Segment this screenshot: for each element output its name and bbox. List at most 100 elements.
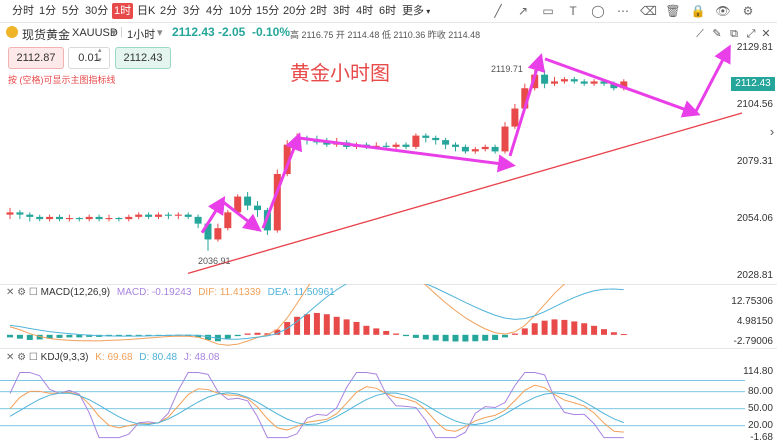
kdj-chart[interactable] xyxy=(0,348,777,444)
rectangle-icon[interactable]: ▭ xyxy=(542,4,554,18)
ray-icon[interactable]: ↗ xyxy=(517,4,529,18)
timeframe-7[interactable]: 3分 xyxy=(183,5,201,17)
toggle-icon[interactable]: ☐ xyxy=(28,287,38,298)
current-price-tag: 2112.43 xyxy=(731,77,775,91)
high-annotation: 2119.71 xyxy=(491,64,523,74)
analysis-arrow[interactable] xyxy=(693,44,731,114)
macd-bar xyxy=(86,334,93,337)
lot-input[interactable]: 0.01 xyxy=(68,47,110,69)
settings-icon[interactable]: ⚙ xyxy=(17,352,27,363)
close-macd-icon[interactable]: ✕ xyxy=(6,287,15,298)
timeframe-15[interactable]: 6时 xyxy=(379,5,397,17)
macd-chart[interactable] xyxy=(0,284,777,348)
sell-button[interactable]: 2112.87 xyxy=(8,47,64,69)
candle xyxy=(204,221,212,251)
kdj-tick: 80.00 xyxy=(747,385,773,397)
candle xyxy=(125,214,133,222)
lock-icon[interactable]: 🔒 xyxy=(690,4,706,18)
delete-icon[interactable]: 🗑 xyxy=(665,4,681,18)
trend-line-icon[interactable]: ╱ xyxy=(494,4,502,18)
price-tick: 2079.31 xyxy=(736,156,773,167)
macd-bar xyxy=(56,334,63,338)
analysis-arrow[interactable] xyxy=(297,136,516,173)
macd-bar xyxy=(601,329,607,335)
price-chart[interactable] xyxy=(0,40,777,284)
text-icon[interactable]: T xyxy=(569,4,577,18)
candle xyxy=(214,223,222,242)
chevron-down-icon[interactable]: ▾ xyxy=(111,27,117,39)
macd-bar xyxy=(383,330,390,335)
candle xyxy=(184,212,192,220)
eye-icon[interactable]: 👁 xyxy=(715,4,731,18)
macd-legend: ✕ ⚙ ☐ MACD(12,26,9) MACD: -0.19243 DIF: … xyxy=(6,287,335,298)
more-tools-icon[interactable]: ⋯ xyxy=(617,4,629,18)
candle xyxy=(145,212,153,220)
analysis-arrow[interactable] xyxy=(261,132,303,229)
toggle-icon[interactable]: ⧉ xyxy=(730,28,738,40)
timeframe-4[interactable]: 1时 xyxy=(112,3,134,19)
candle xyxy=(244,192,252,211)
chevron-right-icon[interactable]: › xyxy=(769,124,775,139)
draw-line-icon[interactable]: ⟋ xyxy=(696,28,704,40)
kdj-j-line xyxy=(9,371,624,439)
timeframe-8[interactable]: 4分 xyxy=(206,5,224,17)
interval-chevron-down-icon[interactable]: ▾ xyxy=(157,27,163,39)
candle xyxy=(590,79,598,86)
chart-title: 黄金小时图 xyxy=(290,61,390,85)
indicator-hint: 按 (空格)可显示主图指标线 xyxy=(8,75,116,85)
macd-bar xyxy=(432,334,439,341)
timeframe-11[interactable]: 20分 xyxy=(283,5,307,17)
toggle-icon[interactable]: ☐ xyxy=(28,352,38,363)
macd-bar xyxy=(610,332,617,335)
timeframe-13[interactable]: 3时 xyxy=(333,5,351,17)
low-value: 2110.36 xyxy=(393,30,426,40)
timeframe-0[interactable]: 分时 xyxy=(12,5,34,17)
settings-icon[interactable]: ⚙ xyxy=(17,287,27,298)
macd-bar xyxy=(482,334,489,341)
candle xyxy=(560,76,568,84)
timeframe-14[interactable]: 4时 xyxy=(356,5,374,17)
more-chevron-icon[interactable]: ▾ xyxy=(424,7,431,16)
timeframe-10[interactable]: 15分 xyxy=(256,5,280,17)
timeframe-12[interactable]: 2时 xyxy=(310,5,328,17)
price-change-pct: -0.10% xyxy=(252,25,291,39)
candle xyxy=(224,210,232,231)
analysis-arrow[interactable] xyxy=(508,53,546,157)
circle-icon[interactable]: ◯ xyxy=(591,4,605,18)
timeframe-2[interactable]: 5分 xyxy=(62,5,80,17)
pencil-icon[interactable]: ✎ xyxy=(712,28,722,40)
analysis-arrow[interactable] xyxy=(544,57,701,118)
candle xyxy=(115,216,123,222)
candle xyxy=(174,212,182,220)
analysis-arrow[interactable] xyxy=(200,196,226,234)
macd-bar xyxy=(224,334,231,339)
timeframe-9[interactable]: 10分 xyxy=(229,5,253,17)
trendline[interactable] xyxy=(187,112,743,274)
close-kdj-icon[interactable]: ✕ xyxy=(6,352,15,363)
macd-bar xyxy=(422,334,429,340)
eraser-icon[interactable]: ⌫ xyxy=(640,4,657,18)
symbol-name[interactable]: 现货黄金 xyxy=(22,28,71,42)
high-label: 高 xyxy=(290,30,300,40)
macd-bar xyxy=(541,320,548,335)
timeframe-6[interactable]: 2分 xyxy=(160,5,178,17)
analysis-arrow[interactable] xyxy=(221,199,262,232)
kdj-k-line xyxy=(9,384,624,433)
macd-bar xyxy=(46,334,53,339)
interval-selector[interactable]: 1小时 xyxy=(127,29,156,41)
timeframe-1[interactable]: 1分 xyxy=(39,5,57,17)
timeframe-16[interactable]: 更多 ▾ xyxy=(402,5,431,17)
candle xyxy=(471,146,479,154)
kdj-tick: 20.00 xyxy=(747,419,773,431)
candle xyxy=(26,212,34,222)
candle xyxy=(422,133,430,143)
close-icon[interactable]: ✕ xyxy=(761,28,771,40)
timeframe-3[interactable]: 30分 xyxy=(85,5,109,17)
settings-icon[interactable]: ⚙ xyxy=(742,4,754,18)
lot-stepper[interactable]: ▴ ▾ xyxy=(98,47,102,64)
timeframe-5[interactable]: 日K xyxy=(137,5,156,17)
expand-icon[interactable]: ⤢ xyxy=(746,28,756,40)
buy-button[interactable]: 2112.43 xyxy=(115,47,171,69)
symbol-code[interactable]: XAUUSD xyxy=(72,27,118,39)
macd-bar xyxy=(274,329,281,335)
